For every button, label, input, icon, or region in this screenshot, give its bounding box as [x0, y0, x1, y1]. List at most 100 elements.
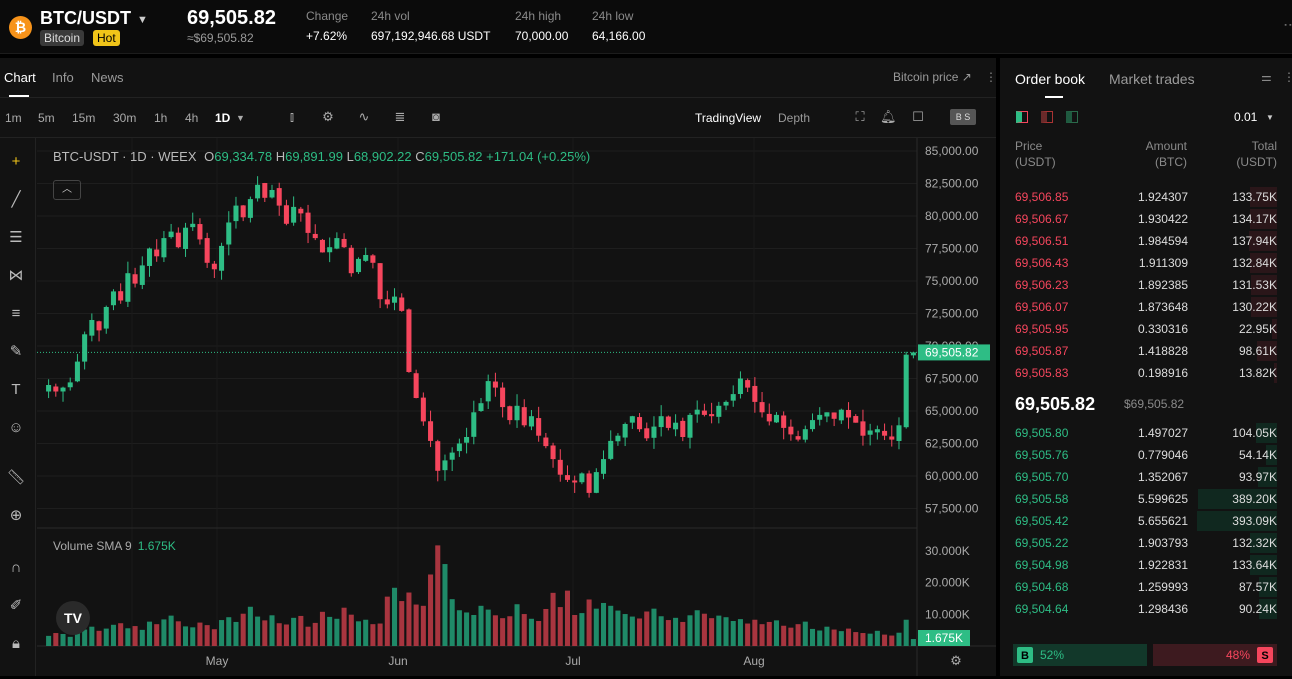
candle-body	[781, 415, 787, 428]
volume-bar	[745, 623, 751, 646]
row-price: 69,506.51	[1015, 234, 1069, 248]
ask-row[interactable]: 69,505.83 0.198916 13.82K	[1000, 362, 1292, 384]
volume-bar	[146, 621, 153, 646]
bid-row[interactable]: 69,505.22 1.903793 132.32K	[1000, 532, 1292, 554]
buy-pct: 52%	[1040, 648, 1064, 662]
timeframe-1h[interactable]: 1h	[154, 111, 168, 125]
tab-order-book[interactable]: Order book	[1015, 71, 1086, 87]
fullscreen-icon[interactable]: ⛶	[855, 109, 865, 124]
volume-bar	[139, 629, 145, 646]
bid-row[interactable]: 69,505.58 5.599625 389.20K	[1000, 488, 1292, 510]
bitcoin-price-link[interactable]: Bitcoin price ↗	[893, 70, 972, 84]
buy-sell-toggle-icon[interactable]: B S	[950, 109, 976, 125]
bell-icon[interactable]: 🔔︎	[880, 109, 897, 124]
ask-row[interactable]: 69,506.23 1.892385 131.53K	[1000, 274, 1292, 296]
indicators-icon[interactable]: ∿	[358, 109, 370, 124]
timeframe-30m[interactable]: 30m	[113, 111, 137, 125]
square-layout-icon[interactable]: ☐	[912, 109, 924, 124]
ask-row[interactable]: 69,505.95 0.330316 22.95K	[1000, 318, 1292, 340]
row-price: 69,505.80	[1015, 426, 1069, 440]
view-depth[interactable]: Depth	[778, 111, 811, 125]
volume-bar	[593, 608, 599, 646]
caret-down-icon[interactable]: ▼	[137, 14, 148, 26]
timeframe-1d[interactable]: 1D	[215, 111, 231, 125]
current-price-tag	[918, 344, 990, 361]
price-chart[interactable]: 85,000.00 82,500.00 80,000.00 77,500.00 75,0…	[37, 138, 996, 676]
view-tradingview[interactable]: TradingView	[695, 111, 762, 125]
magnet-icon[interactable]: ∩	[10, 559, 22, 576]
row-amount: 0.779046	[1137, 448, 1188, 462]
row-total: 389.20K	[1232, 492, 1277, 506]
filter-icon[interactable]: ⚌	[1261, 70, 1272, 84]
candle-body	[276, 188, 282, 206]
tab-market-trades[interactable]: Market trades	[1109, 71, 1195, 87]
tab-chart[interactable]: Chart	[4, 70, 36, 85]
settings-icon[interactable]: ⚙	[322, 109, 334, 124]
volume-bar	[492, 615, 498, 646]
candle-type-icon[interactable]: ⫾	[289, 109, 295, 124]
more-menu-icon[interactable]: ⋮	[1283, 18, 1292, 32]
orderbook-panel: Order book Market trades ⚌ ⋮ 0.01 ▼ Pric…	[1000, 58, 1292, 676]
precision-selector[interactable]: 0.01	[1234, 110, 1258, 124]
templates-icon[interactable]: ≣	[394, 109, 406, 124]
ask-row[interactable]: 69,506.43 1.911309 132.84K	[1000, 252, 1292, 274]
legend-o-label: O	[204, 149, 215, 164]
volume-bar	[355, 621, 362, 646]
pencil-lock-icon[interactable]: ✐	[9, 597, 23, 614]
bid-row[interactable]: 69,504.68 1.259993 87.57K	[1000, 576, 1292, 598]
camera-icon[interactable]: ◙	[432, 109, 440, 124]
horizontal-lines-icon[interactable]: ☰	[9, 229, 23, 246]
candle-body	[442, 460, 448, 471]
more-vertical-icon[interactable]: ⋮	[985, 70, 997, 84]
ask-row[interactable]: 69,506.85 1.924307 133.75K	[1000, 186, 1292, 208]
ask-row[interactable]: 69,506.07 1.873648 130.22K	[1000, 296, 1292, 318]
candle-body	[291, 206, 297, 223]
emoji-icon[interactable]: ☺	[8, 419, 24, 436]
bid-row[interactable]: 69,505.80 1.497027 104.05K	[1000, 422, 1292, 444]
lock-icon[interactable]: 🔒︎	[12, 635, 20, 652]
fib-icon[interactable]: ≡	[11, 305, 21, 322]
volume-bar	[60, 633, 66, 646]
volume-bar	[327, 616, 333, 646]
collapse-legend-button[interactable]: ︿	[53, 180, 81, 200]
trend-line-icon[interactable]: ╱	[11, 191, 21, 208]
chevron-down-icon[interactable]: ▼	[1266, 113, 1274, 122]
stat-label: 24h low	[592, 9, 634, 23]
volume-bar	[622, 614, 628, 646]
ruler-icon[interactable]: 📏︎	[6, 469, 26, 486]
view-both-icon[interactable]	[1016, 111, 1028, 123]
zoom-in-icon[interactable]: ⊕	[9, 507, 23, 524]
candle-body	[709, 414, 715, 417]
more-vertical-icon[interactable]: ⋮	[1283, 70, 1292, 84]
bid-row[interactable]: 69,505.42 5.655621 393.09K	[1000, 510, 1292, 532]
view-asks-icon[interactable]	[1041, 111, 1053, 123]
candle-body	[269, 190, 275, 198]
pattern-icon[interactable]: ⋈	[8, 267, 24, 284]
volume-bar	[125, 628, 131, 646]
volume-label: Volume SMA 9	[53, 539, 132, 553]
bid-row[interactable]: 69,504.98 1.922831 133.64K	[1000, 554, 1292, 576]
pair-selector[interactable]: BTC/USDT	[40, 8, 131, 28]
bid-row[interactable]: 69,504.64 1.298436 90.24K	[1000, 598, 1292, 620]
bid-row[interactable]: 69,505.76 0.779046 54.14K	[1000, 444, 1292, 466]
candle-body	[464, 437, 470, 443]
tab-info[interactable]: Info	[52, 70, 74, 85]
text-tool-icon[interactable]: T	[11, 381, 21, 398]
candle-body	[874, 429, 880, 433]
tab-news[interactable]: News	[91, 70, 124, 85]
chart-settings-icon[interactable]: ⚙	[950, 654, 962, 669]
brush-icon[interactable]: ✎	[9, 343, 23, 360]
bid-row[interactable]: 69,505.70 1.352067 93.97K	[1000, 466, 1292, 488]
crosshair-icon[interactable]: +	[11, 153, 21, 170]
candle-body	[773, 414, 779, 423]
timeframe-5m[interactable]: 5m	[38, 111, 55, 125]
volume-bar	[773, 620, 779, 646]
view-bids-icon[interactable]	[1066, 111, 1078, 123]
timeframe-15m[interactable]: 15m	[72, 111, 96, 125]
ask-row[interactable]: 69,506.67 1.930422 134.17K	[1000, 208, 1292, 230]
timeframe-4h[interactable]: 4h	[185, 111, 199, 125]
chevron-down-icon[interactable]: ▼	[236, 113, 245, 123]
ask-row[interactable]: 69,505.87 1.418828 98.61K	[1000, 340, 1292, 362]
timeframe-1m[interactable]: 1m	[5, 111, 22, 125]
ask-row[interactable]: 69,506.51 1.984594 137.94K	[1000, 230, 1292, 252]
